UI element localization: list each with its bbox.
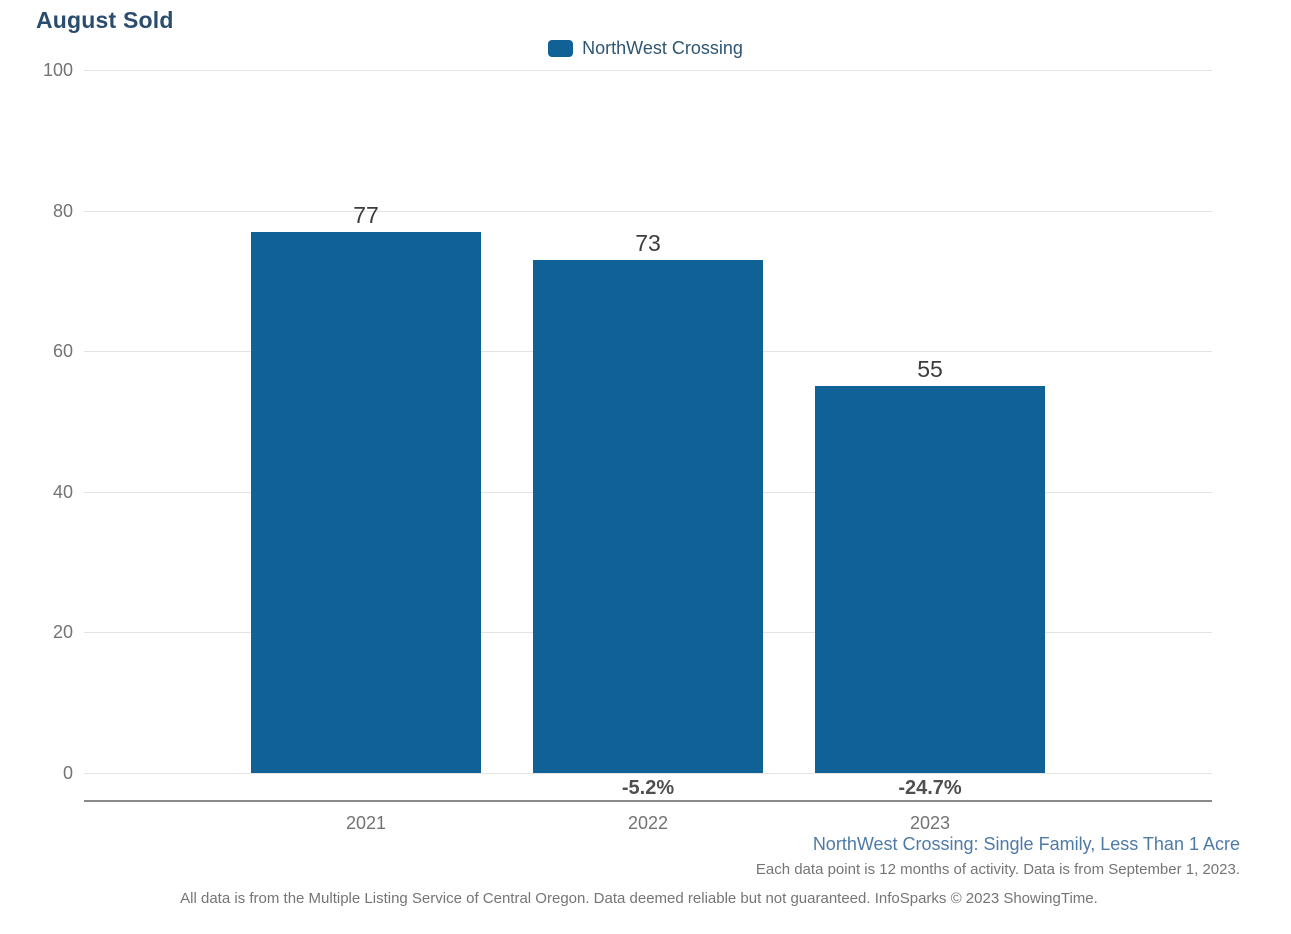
bar-2022[interactable] [533, 259, 763, 773]
y-tick-label: 80 [52, 200, 73, 221]
y-tick-label: 20 [52, 622, 73, 643]
bar-value-label: 55 [917, 356, 943, 383]
gridline [84, 773, 1212, 774]
legend-label: NorthWest Crossing [582, 38, 743, 58]
legend: NorthWest Crossing [0, 38, 1291, 59]
x-tick-label: 2021 [345, 813, 387, 833]
bar-2021[interactable] [251, 231, 481, 773]
bar-2023[interactable] [815, 386, 1045, 773]
y-tick-label: 60 [52, 341, 73, 362]
data-period-note: Each data point is 12 months of activity… [755, 861, 1240, 878]
legend-item-northwest-crossing[interactable]: NorthWest Crossing [548, 38, 743, 59]
y-tick-label: 100 [42, 60, 73, 80]
disclaimer: All data is from the Multiple Listing Se… [180, 890, 1098, 907]
x-axis-line [84, 800, 1212, 802]
x-tick-label: 2023 [909, 813, 951, 833]
y-tick-label: 40 [52, 481, 73, 502]
pct-change-label: -24.7% [898, 777, 962, 799]
y-tick-label: 0 [62, 763, 73, 783]
gridline [84, 70, 1212, 71]
bar-value-label: 73 [635, 229, 661, 256]
chart-title: August Sold [36, 7, 174, 33]
x-tick-label: 2022 [627, 813, 669, 833]
series-description: NorthWest Crossing: Single Family, Less … [812, 834, 1240, 854]
legend-swatch-icon [548, 40, 574, 57]
bar-value-label: 77 [353, 201, 379, 228]
gridline [84, 210, 1212, 212]
pct-change-label: -5.2% [621, 777, 675, 799]
